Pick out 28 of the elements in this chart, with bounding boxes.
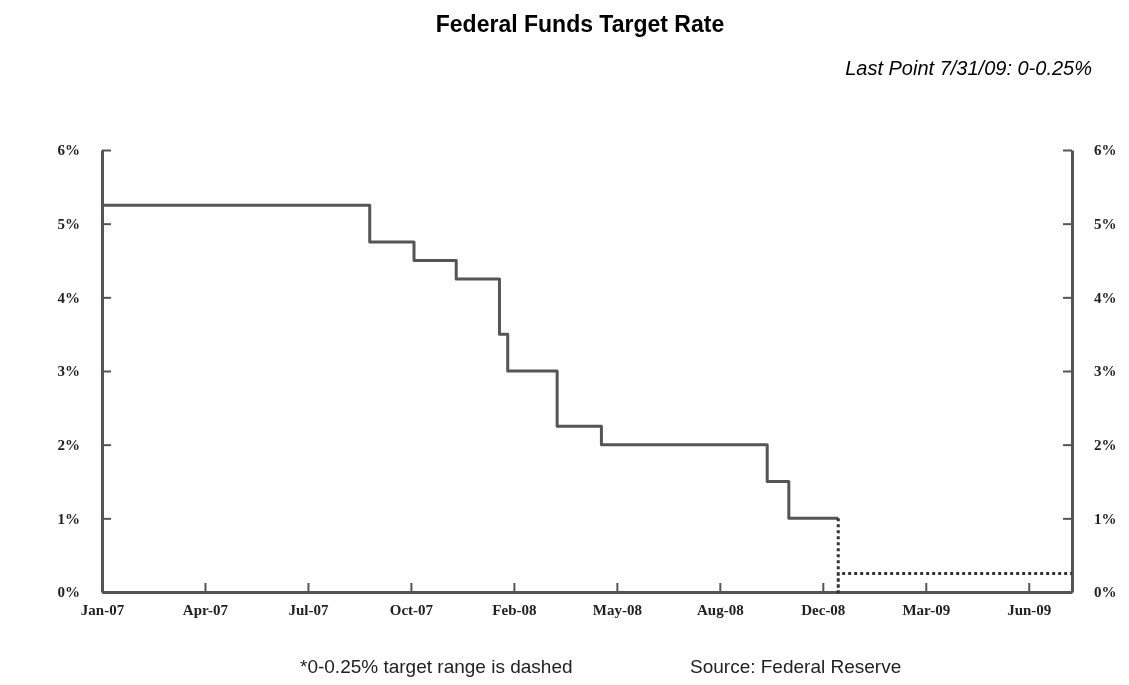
y-tick-label: 4% (57, 289, 80, 306)
y-tick-label: 3% (57, 363, 80, 380)
y2-tick-label: 5% (1094, 215, 1117, 232)
y2-tick-label: 2% (1094, 436, 1117, 453)
y2-tick-label: 4% (1094, 289, 1117, 306)
x-tick-label: Jan-07 (80, 601, 125, 618)
x-tick-label: Feb-08 (492, 601, 537, 618)
y-tick-label: 0% (57, 584, 80, 601)
y2-tick-label: 6% (1094, 142, 1117, 159)
source-note: Source: Federal Reserve (690, 656, 902, 677)
y2-tick-label: 0% (1094, 584, 1117, 601)
x-tick-label: Aug-08 (697, 601, 744, 618)
text: *0-0.25% target range is dashed (300, 656, 573, 677)
x-tick-label: Mar-09 (902, 601, 951, 618)
y-tick-label: 5% (57, 215, 80, 232)
y-tick-label: 6% (57, 142, 80, 159)
x-tick-label: Dec-08 (801, 601, 846, 618)
x-tick-label: Jul-07 (288, 601, 329, 618)
y-tick-label: 2% (57, 436, 80, 453)
chart-title: Federal Funds Target Rate (435, 11, 725, 37)
chart-subtitle: Last Point 7/31/09: 0-0.25% (845, 57, 1092, 79)
x-tick-label: May-08 (592, 601, 642, 618)
y2-tick-label: 3% (1094, 363, 1117, 380)
x-tick-label: Apr-07 (182, 601, 229, 618)
y2-tick-label: 1% (1094, 510, 1117, 527)
x-tick-label: Jun-09 (1007, 601, 1052, 618)
y-tick-label: 1% (57, 510, 80, 527)
x-tick-label: Oct-07 (389, 601, 434, 618)
